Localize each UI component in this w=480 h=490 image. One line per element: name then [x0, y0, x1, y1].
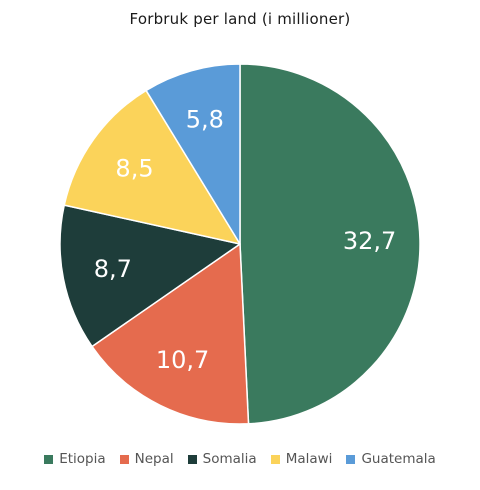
- pie-slice-somalia: [59, 204, 241, 348]
- legend-swatch: [187, 454, 197, 464]
- legend-swatch: [119, 454, 129, 464]
- chart-title: Forbruk per land (i millioner): [129, 10, 351, 28]
- legend-item-etiopia: Etiopia: [44, 451, 106, 467]
- legend-label: Malawi: [285, 451, 333, 467]
- legend-swatch: [44, 454, 54, 464]
- chart-legend: Etiopia Nepal Somalia Malawi Guatemala: [0, 451, 480, 467]
- legend-label: Somalia: [202, 451, 257, 467]
- legend-label: Guatemala: [361, 451, 436, 467]
- data-label-malawi: 8,5: [115, 155, 153, 183]
- data-label-etiopia: 32,7: [343, 227, 396, 255]
- data-label-nepal: 10,7: [156, 346, 209, 374]
- pie-slice-malawi: [63, 89, 241, 245]
- pie-slice-guatemala: [145, 63, 241, 245]
- pie-slice-nepal: [91, 243, 250, 425]
- legend-label: Nepal: [134, 451, 174, 467]
- legend-item-nepal: Nepal: [119, 451, 174, 467]
- data-label-somalia: 8,7: [94, 255, 132, 283]
- legend-item-guatemala: Guatemala: [346, 451, 436, 467]
- legend-swatch: [346, 454, 356, 464]
- legend-swatch: [270, 454, 280, 464]
- legend-item-somalia: Somalia: [187, 451, 257, 467]
- legend-item-malawi: Malawi: [270, 451, 333, 467]
- data-label-guatemala: 5,8: [186, 105, 224, 133]
- pie-slice-etiopia: [239, 63, 421, 425]
- legend-label: Etiopia: [59, 451, 106, 467]
